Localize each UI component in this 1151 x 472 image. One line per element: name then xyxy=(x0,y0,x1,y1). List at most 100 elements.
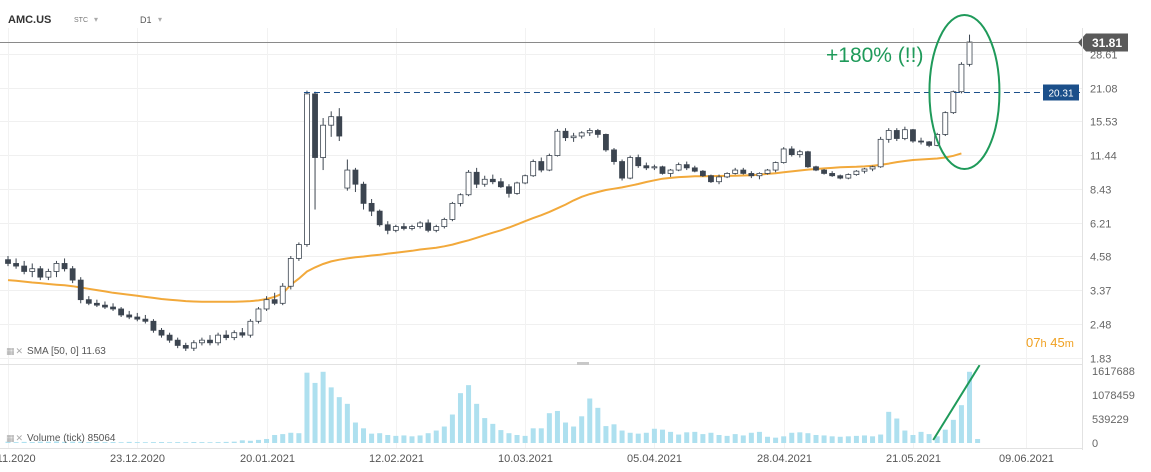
volume-bar xyxy=(635,433,641,443)
candle xyxy=(538,157,545,173)
candlesticks xyxy=(5,34,973,351)
volume-bar xyxy=(352,422,358,443)
candle xyxy=(255,307,262,324)
candle xyxy=(5,255,11,267)
timeframe-selector[interactable]: D1 xyxy=(140,15,152,25)
volume-bar xyxy=(393,435,399,443)
candle xyxy=(465,170,472,197)
candle xyxy=(417,221,423,229)
candle-body-up xyxy=(530,161,537,177)
volume-bar xyxy=(110,442,116,443)
candle-body-down xyxy=(837,175,844,179)
candle-body-down xyxy=(61,263,68,270)
volume-bar xyxy=(466,385,472,443)
volume-bar xyxy=(934,436,940,443)
volume-bar xyxy=(70,441,76,443)
candle xyxy=(215,332,221,346)
candle xyxy=(724,172,731,179)
candle xyxy=(667,168,674,177)
level-tag-value: 20.31 xyxy=(1048,89,1073,100)
candle-body-down xyxy=(312,93,318,158)
volume-bar xyxy=(781,436,787,443)
candle xyxy=(425,219,432,233)
candle xyxy=(126,310,133,320)
volume-bar xyxy=(950,419,956,443)
candle xyxy=(69,266,76,284)
y-tick-label: 11.44 xyxy=(1090,151,1117,163)
candle xyxy=(748,171,755,179)
candle-body-down xyxy=(893,130,900,139)
y-tick-label: 15.53 xyxy=(1090,117,1118,129)
candle xyxy=(433,224,440,233)
candle-body-down xyxy=(425,222,432,231)
volume-bar xyxy=(967,371,973,443)
candle-body-down xyxy=(506,186,512,194)
candle xyxy=(360,181,367,210)
candle xyxy=(53,260,60,278)
volume-bar xyxy=(765,436,771,443)
candle-body-up xyxy=(845,174,852,179)
candle xyxy=(885,128,892,143)
pane-resize-handle xyxy=(577,362,589,365)
candle-body-up xyxy=(215,334,221,344)
volume-value: 85064 xyxy=(87,433,116,444)
candle-body-down xyxy=(174,339,181,346)
candle xyxy=(368,198,375,217)
candle xyxy=(118,307,125,318)
candle-body-down xyxy=(223,334,230,339)
candle-body-up xyxy=(199,339,205,344)
candle-body-down xyxy=(603,134,609,151)
volume-trend-line xyxy=(932,364,981,441)
candle xyxy=(497,178,504,189)
candle-body-up xyxy=(433,226,440,231)
timeframe-dropdown-icon[interactable]: ▾ xyxy=(158,15,163,24)
instrument-type-label: STC xyxy=(74,17,88,24)
volume-bar xyxy=(102,442,108,443)
indicator-settings-icon[interactable]: ▦✕ xyxy=(6,346,25,356)
candle-body-up xyxy=(764,169,771,174)
sma-indicator-label[interactable]: ▦✕ SMA [50, 0] 11.63 xyxy=(6,346,106,357)
candle-body-up xyxy=(231,332,238,339)
volume-bar xyxy=(37,441,43,443)
candle-body-down xyxy=(239,332,246,336)
volume-bar xyxy=(62,441,68,443)
candle-body-up xyxy=(853,170,860,175)
candle xyxy=(829,171,836,177)
candle xyxy=(716,174,722,185)
indicator-settings-icon[interactable]: ▦✕ xyxy=(6,433,25,443)
volume-bars xyxy=(5,371,981,443)
candle xyxy=(85,296,92,306)
candle-body-down xyxy=(150,320,157,331)
volume-bar xyxy=(159,442,165,443)
candle-body-up xyxy=(724,173,731,178)
candle-body-up xyxy=(772,162,779,171)
candle-body-up xyxy=(45,271,52,278)
candle xyxy=(328,111,335,137)
volume-bar xyxy=(514,434,520,443)
y-tick-label: 1.83 xyxy=(1090,354,1111,366)
volume-bar xyxy=(627,432,633,443)
y-tick-label: 21.08 xyxy=(1090,84,1118,96)
candle xyxy=(457,193,464,207)
candle xyxy=(489,174,496,185)
volume-bar xyxy=(498,430,504,443)
candle xyxy=(861,167,868,174)
candle-body-down xyxy=(910,129,916,142)
candle xyxy=(231,330,238,341)
volume-indicator-label[interactable]: ▦✕ Volume (tick) 85064 xyxy=(6,433,115,444)
symbol-selector[interactable]: AMC.US xyxy=(8,14,52,26)
volume-bar xyxy=(94,441,100,443)
candle xyxy=(312,91,318,210)
volume-bar xyxy=(538,428,544,443)
volume-bar xyxy=(433,430,439,443)
symbol-dropdown-icon[interactable]: ▾ xyxy=(94,15,99,24)
volume-bar xyxy=(797,432,803,443)
candle-body-down xyxy=(384,224,391,231)
volume-bar xyxy=(344,403,350,443)
candle xyxy=(102,301,108,309)
candle xyxy=(788,146,795,157)
chart-grid xyxy=(0,28,1082,448)
volume-bar xyxy=(732,434,738,443)
candle xyxy=(780,147,787,164)
